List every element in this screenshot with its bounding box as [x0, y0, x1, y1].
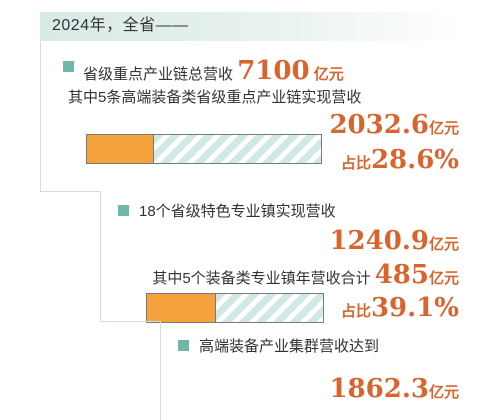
section2-share-bar [146, 293, 324, 323]
section2-sub-value: 485 [374, 260, 429, 290]
section2-left-divider [100, 191, 101, 321]
section1-share-bar-rest [153, 135, 321, 163]
section1-share-label: 占比 [340, 155, 371, 172]
section2-share-label: 占比 [340, 303, 371, 320]
section1-share-bar-fill [87, 135, 154, 163]
section-divider [100, 321, 160, 322]
header-band [40, 12, 460, 41]
section1-sub-label: 其中5条高端装备类省级重点产业链实现营收 [68, 89, 362, 106]
section2-value-row: 1240.9 亿元 [329, 226, 459, 256]
section2-label: 18个省级特色专业镇实现营收 [139, 203, 336, 220]
section3-value-row: 1862.3 亿元 [329, 374, 459, 404]
section2-value: 1240.9 [329, 226, 429, 256]
section1-sub-value-row: 2032.6 亿元 [329, 110, 459, 140]
section2-share-value: 39.1% [370, 293, 459, 323]
section2-share-bar-fill [147, 294, 216, 322]
section2-sub-label: 其中5个装备类专业镇年营收合计 [152, 270, 371, 287]
section3-unit: 亿元 [428, 384, 459, 401]
section2-sub-unit: 亿元 [428, 270, 459, 287]
page-title: 2024年，全省—— [52, 17, 189, 34]
bullet-icon [63, 61, 74, 72]
section1-share-row: 占比 28.6% [341, 145, 459, 175]
section1-sub-value: 2032.6 [329, 110, 429, 140]
section2-share-row: 占比 39.1% [341, 293, 459, 323]
section2-sub-row: 其中5个装备类专业镇年营收合计 485 亿元 [152, 260, 459, 290]
section2-share-bar-rest [215, 294, 323, 322]
bullet-icon [118, 205, 129, 216]
section2-unit: 亿元 [428, 236, 459, 253]
section3-label: 高端装备产业集群营收达到 [199, 338, 380, 355]
section3-value: 1862.3 [329, 374, 429, 404]
left-divider [40, 41, 41, 191]
section3-left-divider [160, 321, 161, 420]
section1-unit: 亿元 [313, 66, 344, 83]
section1-share-bar [86, 134, 322, 164]
section1-sub-unit: 亿元 [428, 120, 459, 137]
section1-share-value: 28.6% [370, 145, 459, 175]
bullet-icon [178, 340, 189, 351]
section-divider [40, 191, 100, 192]
section1-value: 7100 [237, 56, 310, 86]
section1-label: 省级重点产业链总营收 7100 亿元 [83, 56, 344, 86]
